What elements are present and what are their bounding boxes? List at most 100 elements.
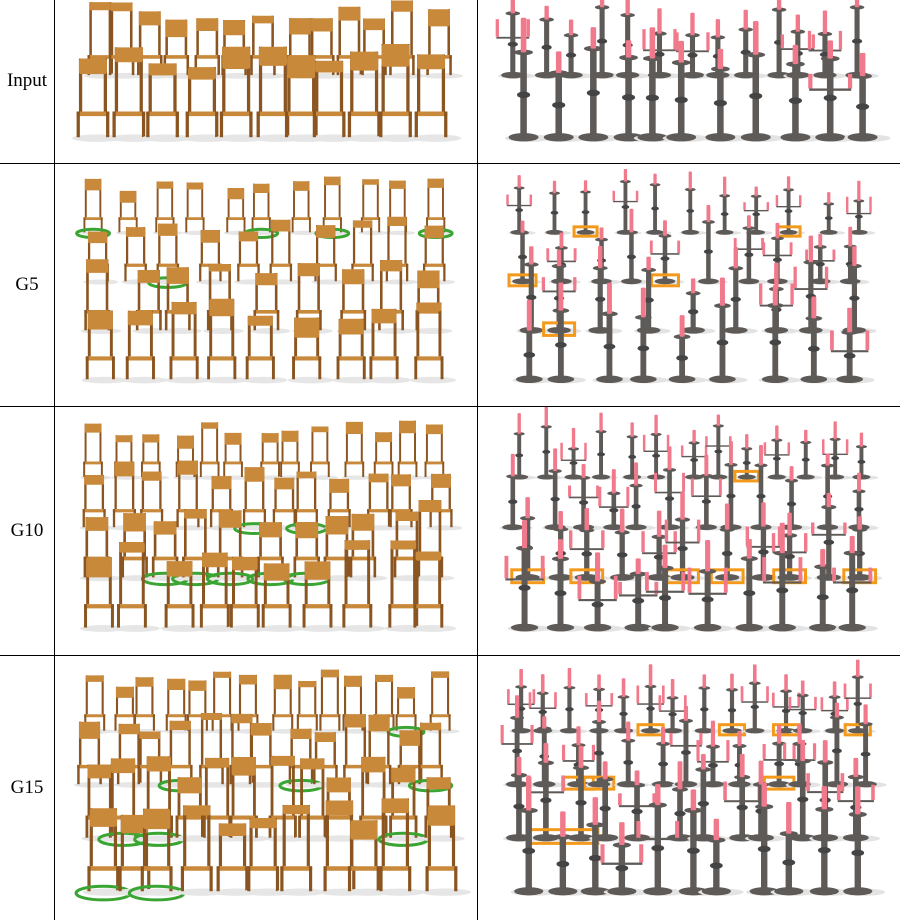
candlestick-model <box>758 285 800 383</box>
chair-model <box>113 542 160 632</box>
row-label-g10: G10 <box>0 406 55 655</box>
candlestick-model <box>612 169 641 235</box>
candlestick-models <box>499 407 882 632</box>
chair-model <box>410 302 456 383</box>
candlestick-model <box>818 192 845 235</box>
chair-model <box>212 823 262 895</box>
chair-model <box>165 301 211 382</box>
chair-models <box>77 176 456 383</box>
chairs-input-image <box>55 0 477 163</box>
candlestick-model <box>644 173 671 234</box>
candlestick-model <box>495 0 534 79</box>
candlestick-model <box>569 507 609 582</box>
candlestick-models <box>495 0 890 142</box>
chair-model <box>173 460 209 530</box>
candlestick-model <box>636 664 668 735</box>
candlestick-model <box>692 674 722 733</box>
candlestick-model <box>806 740 849 842</box>
candlestick-model <box>665 315 707 383</box>
candlestick-model <box>719 673 750 734</box>
candles-g10-cell <box>477 406 900 655</box>
candlestick-model <box>532 6 568 79</box>
candles-input-image <box>478 0 900 163</box>
candlestick-model <box>794 429 822 479</box>
chair-model <box>209 671 242 733</box>
candlestick-model <box>721 246 758 333</box>
candlestick-model <box>507 668 539 733</box>
candlestick-model <box>546 232 580 284</box>
chair-model <box>385 180 415 234</box>
candlestick-model <box>691 454 726 530</box>
chair-models <box>74 669 471 899</box>
candlestick-model <box>732 538 775 631</box>
chairs-g15-image <box>55 656 477 920</box>
chair-model <box>289 181 319 235</box>
candlestick-model <box>780 14 819 78</box>
chairs-g10-cell <box>55 406 478 655</box>
chair-models <box>72 0 463 141</box>
candlestick-models <box>506 169 876 383</box>
chair-model <box>422 424 453 479</box>
candlestick-model <box>731 10 767 79</box>
candlestick-model <box>808 40 858 141</box>
candles-input-cell <box>477 0 900 163</box>
candlestick-model <box>839 246 876 334</box>
chair-model <box>207 510 254 584</box>
chair-model <box>203 298 249 383</box>
candlestick-model <box>701 49 748 142</box>
chair-model <box>80 423 111 479</box>
chair-models <box>79 420 462 631</box>
chair-model <box>410 54 461 141</box>
candlestick-model <box>584 700 620 788</box>
chair-model <box>77 178 111 237</box>
chair-model <box>371 432 402 480</box>
chair-model <box>409 551 456 631</box>
chair-model <box>224 188 254 235</box>
row-g10: G10 <box>0 406 900 655</box>
row-label-g15: G15 <box>0 655 55 920</box>
candlestick-model <box>535 407 563 480</box>
chair-model <box>183 182 213 235</box>
row-g5: G5 <box>0 163 900 406</box>
chair-model <box>342 421 373 479</box>
candles-g15-image <box>478 656 900 920</box>
chair-model <box>395 420 426 479</box>
chair-model <box>298 561 345 631</box>
chairs-g15-cell <box>55 655 478 920</box>
candlestick-model <box>775 176 804 236</box>
chairs-input-cell <box>55 0 478 163</box>
candlestick-model <box>846 472 879 530</box>
row-label-input: Input <box>0 0 55 163</box>
chair-model <box>196 229 231 284</box>
candles-g15-cell <box>477 655 900 920</box>
chair-model <box>288 317 334 383</box>
candlestick-models <box>500 659 886 895</box>
candlestick-model <box>763 425 793 479</box>
chair-model <box>375 798 425 895</box>
row-g15: G15 <box>0 655 900 920</box>
candlestick-model <box>713 176 740 234</box>
chair-model <box>294 758 338 841</box>
chairs-g5-image <box>55 164 477 406</box>
candlestick-model <box>679 171 706 235</box>
candlestick-model <box>557 667 587 733</box>
chair-model <box>365 308 411 383</box>
candlestick-model <box>618 208 650 284</box>
chair-model <box>421 805 471 895</box>
chair-model <box>388 687 425 736</box>
candlestick-model <box>770 801 816 895</box>
candles-g5-cell <box>477 163 900 406</box>
chair-model <box>242 315 288 383</box>
candles-g5-image <box>478 164 900 406</box>
candlestick-model <box>574 180 602 236</box>
candlestick-model <box>560 427 590 479</box>
candlestick-model <box>543 180 570 234</box>
candlestick-model <box>574 27 621 142</box>
chair-model <box>82 310 128 383</box>
candlestick-model <box>850 432 878 479</box>
chair-model <box>338 540 385 632</box>
candles-g10-image <box>478 407 900 655</box>
candlestick-model <box>844 53 891 142</box>
